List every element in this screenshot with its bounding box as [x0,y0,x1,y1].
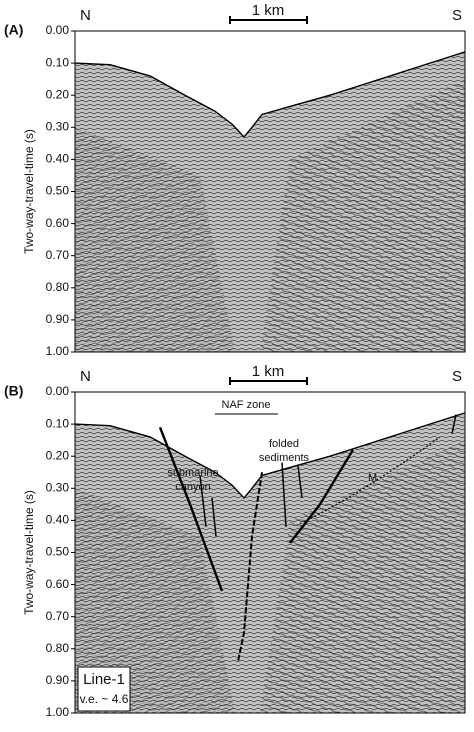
y-tick-label: 0.10 [46,55,70,69]
label-box [77,666,131,712]
y-tick-label: 0.90 [46,312,70,326]
y-tick-label: 0.10 [46,416,70,430]
seafloor [74,51,466,138]
water-column [75,392,465,498]
y-tick-label: 0.90 [46,673,70,687]
y-tick-label: 0.20 [46,87,70,101]
annotation: folded [269,438,299,450]
y-tick-label: 0.40 [46,152,70,166]
annotation: NAF zone [222,399,271,411]
y-axis-title: Two-way-travel-time (s) [22,129,36,254]
y-tick-label: 0.70 [46,609,70,623]
fault [297,465,303,499]
y-tick-label: 0.60 [46,216,70,230]
fault [281,462,287,527]
fault [299,436,441,525]
direction-right: S [452,368,462,385]
y-tick-label: 0.80 [46,641,70,655]
fault [158,426,224,592]
y-axis-title: Two-way-travel-time (s) [22,490,36,615]
direction-left: N [80,7,91,24]
scale-label: 1 km [252,363,285,380]
annotation: Line-1 [83,671,125,688]
y-tick-label: 0.30 [46,119,70,133]
y-tick-label: 0.00 [46,384,70,398]
annotation: M [368,472,377,484]
panel-label: (A) [4,22,23,38]
y-tick-label: 0.60 [46,577,70,591]
seismic-dip-left [75,488,235,713]
y-tick-label: 1.00 [46,705,70,719]
seismic-dip-right [260,79,465,353]
seismic-dip-left [75,127,235,352]
y-tick-label: 0.80 [46,280,70,294]
fault [199,475,207,527]
y-tick-label: 0.50 [46,545,70,559]
y-tick-label: 0.30 [46,480,70,494]
annotation: submarine [167,467,218,479]
seafloor [74,412,466,499]
fault [211,497,217,537]
annotation: canyon [175,481,210,493]
y-tick-label: 0.20 [46,448,70,462]
direction-right: S [452,7,462,24]
seismic-dip-right [260,440,465,713]
annotation: v.e. ~ 4.6 [80,692,129,706]
panel-label: (B) [4,383,23,399]
fault [237,472,263,662]
annotation: sediments [259,452,310,464]
water-column [75,31,465,137]
y-tick-label: 0.70 [46,248,70,262]
y-tick-label: 0.50 [46,184,70,198]
panel: 0.00 0.10 0.20 0.30 0.40 0.50 0.60 0.70 0.80 0.90… [4,363,466,719]
y-tick-label: 1.00 [46,344,70,358]
y-tick-label: 0.00 [46,23,70,37]
fault [289,449,355,544]
fault [451,414,457,434]
direction-left: N [80,368,91,385]
scale-label: 1 km [252,2,285,19]
panel: 0.00 0.10 0.20 0.30 0.40 0.50 0.60 0.70 0.80 0.90… [4,2,466,358]
y-tick-label: 0.40 [46,513,70,527]
